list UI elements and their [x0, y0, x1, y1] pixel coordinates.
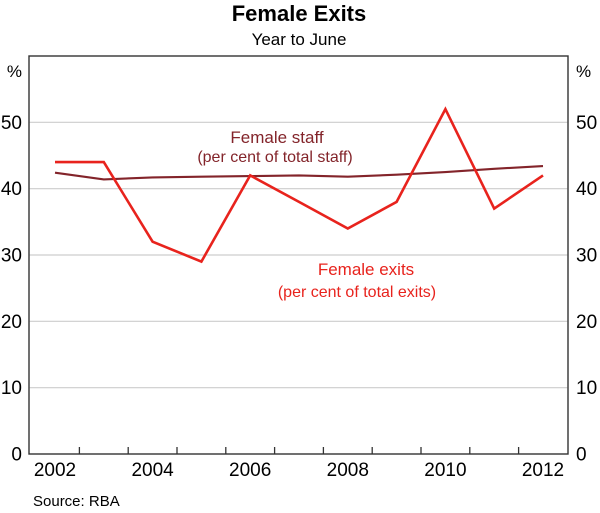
y-tick-label-left-50: 50 — [1, 113, 22, 134]
exits-series-label: Female exits — [318, 260, 414, 279]
staff-series-sublabel: (per cent of total staff) — [197, 149, 352, 166]
exits-series-sublabel: (per cent of total exits) — [278, 284, 436, 301]
y-tick-label-left-0: 0 — [11, 445, 22, 466]
x-tick-label-2010: 2010 — [424, 460, 466, 481]
female-exits-line — [55, 106, 544, 264]
y-tick-label-right-20: 20 — [576, 312, 597, 333]
x-tick-label-2012: 2012 — [522, 460, 564, 481]
y-unit-label-right: % — [576, 62, 591, 81]
x-tick-label-2002: 2002 — [34, 460, 76, 481]
x-axis-ticks — [78, 447, 520, 454]
chart-title: Female Exits — [232, 1, 367, 26]
x-tick-label-2004: 2004 — [131, 460, 174, 481]
x-axis-labels: 2002 2004 2006 2008 2010 2012 — [34, 460, 564, 481]
x-tick-label-2006: 2006 — [229, 460, 271, 481]
female-staff-line — [54, 165, 544, 181]
y-tick-label-right-10: 10 — [576, 378, 597, 399]
y-tick-label-left-30: 30 — [1, 246, 22, 267]
plot-frame — [28, 55, 569, 455]
y-tick-label-right-0: 0 — [576, 445, 587, 466]
y-tick-label-right-50: 50 — [576, 113, 597, 134]
y-tick-label-right-40: 40 — [576, 179, 597, 200]
y-tick-label-left-20: 20 — [1, 312, 22, 333]
staff-series-label: Female staff — [230, 128, 324, 147]
y-tick-label-right-30: 30 — [576, 246, 597, 267]
chart-subtitle: Year to June — [252, 30, 347, 49]
data-series — [54, 106, 544, 264]
y-tick-label-left-10: 10 — [1, 378, 22, 399]
source-note: Source: RBA — [33, 493, 120, 510]
y-axis-labels: 0 0 10 10 20 20 30 30 40 40 50 50 — [1, 113, 597, 466]
y-tick-label-left-40: 40 — [1, 179, 22, 200]
x-tick-label-2008: 2008 — [327, 460, 369, 481]
y-unit-label-left: % — [7, 62, 22, 81]
